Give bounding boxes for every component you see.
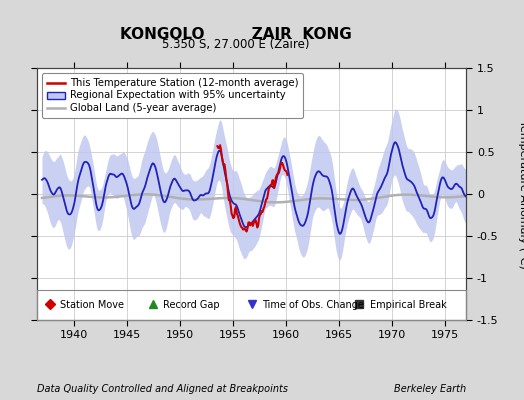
Text: Time of Obs. Change: Time of Obs. Change xyxy=(262,300,364,310)
Text: 5.350 S, 27.000 E (Zaire): 5.350 S, 27.000 E (Zaire) xyxy=(162,38,310,51)
Text: Berkeley Earth: Berkeley Earth xyxy=(394,384,466,394)
Text: Data Quality Controlled and Aligned at Breakpoints: Data Quality Controlled and Aligned at B… xyxy=(37,384,288,394)
Text: KONGOLO         ZAIR  KONG: KONGOLO ZAIR KONG xyxy=(120,27,352,42)
Text: Record Gap: Record Gap xyxy=(163,300,220,310)
Text: Station Move: Station Move xyxy=(60,300,124,310)
Y-axis label: Temperature Anomaly (°C): Temperature Anomaly (°C) xyxy=(518,120,524,268)
Text: Empirical Break: Empirical Break xyxy=(369,300,446,310)
Legend: This Temperature Station (12-month average), Regional Expectation with 95% uncer: This Temperature Station (12-month avera… xyxy=(42,73,303,118)
